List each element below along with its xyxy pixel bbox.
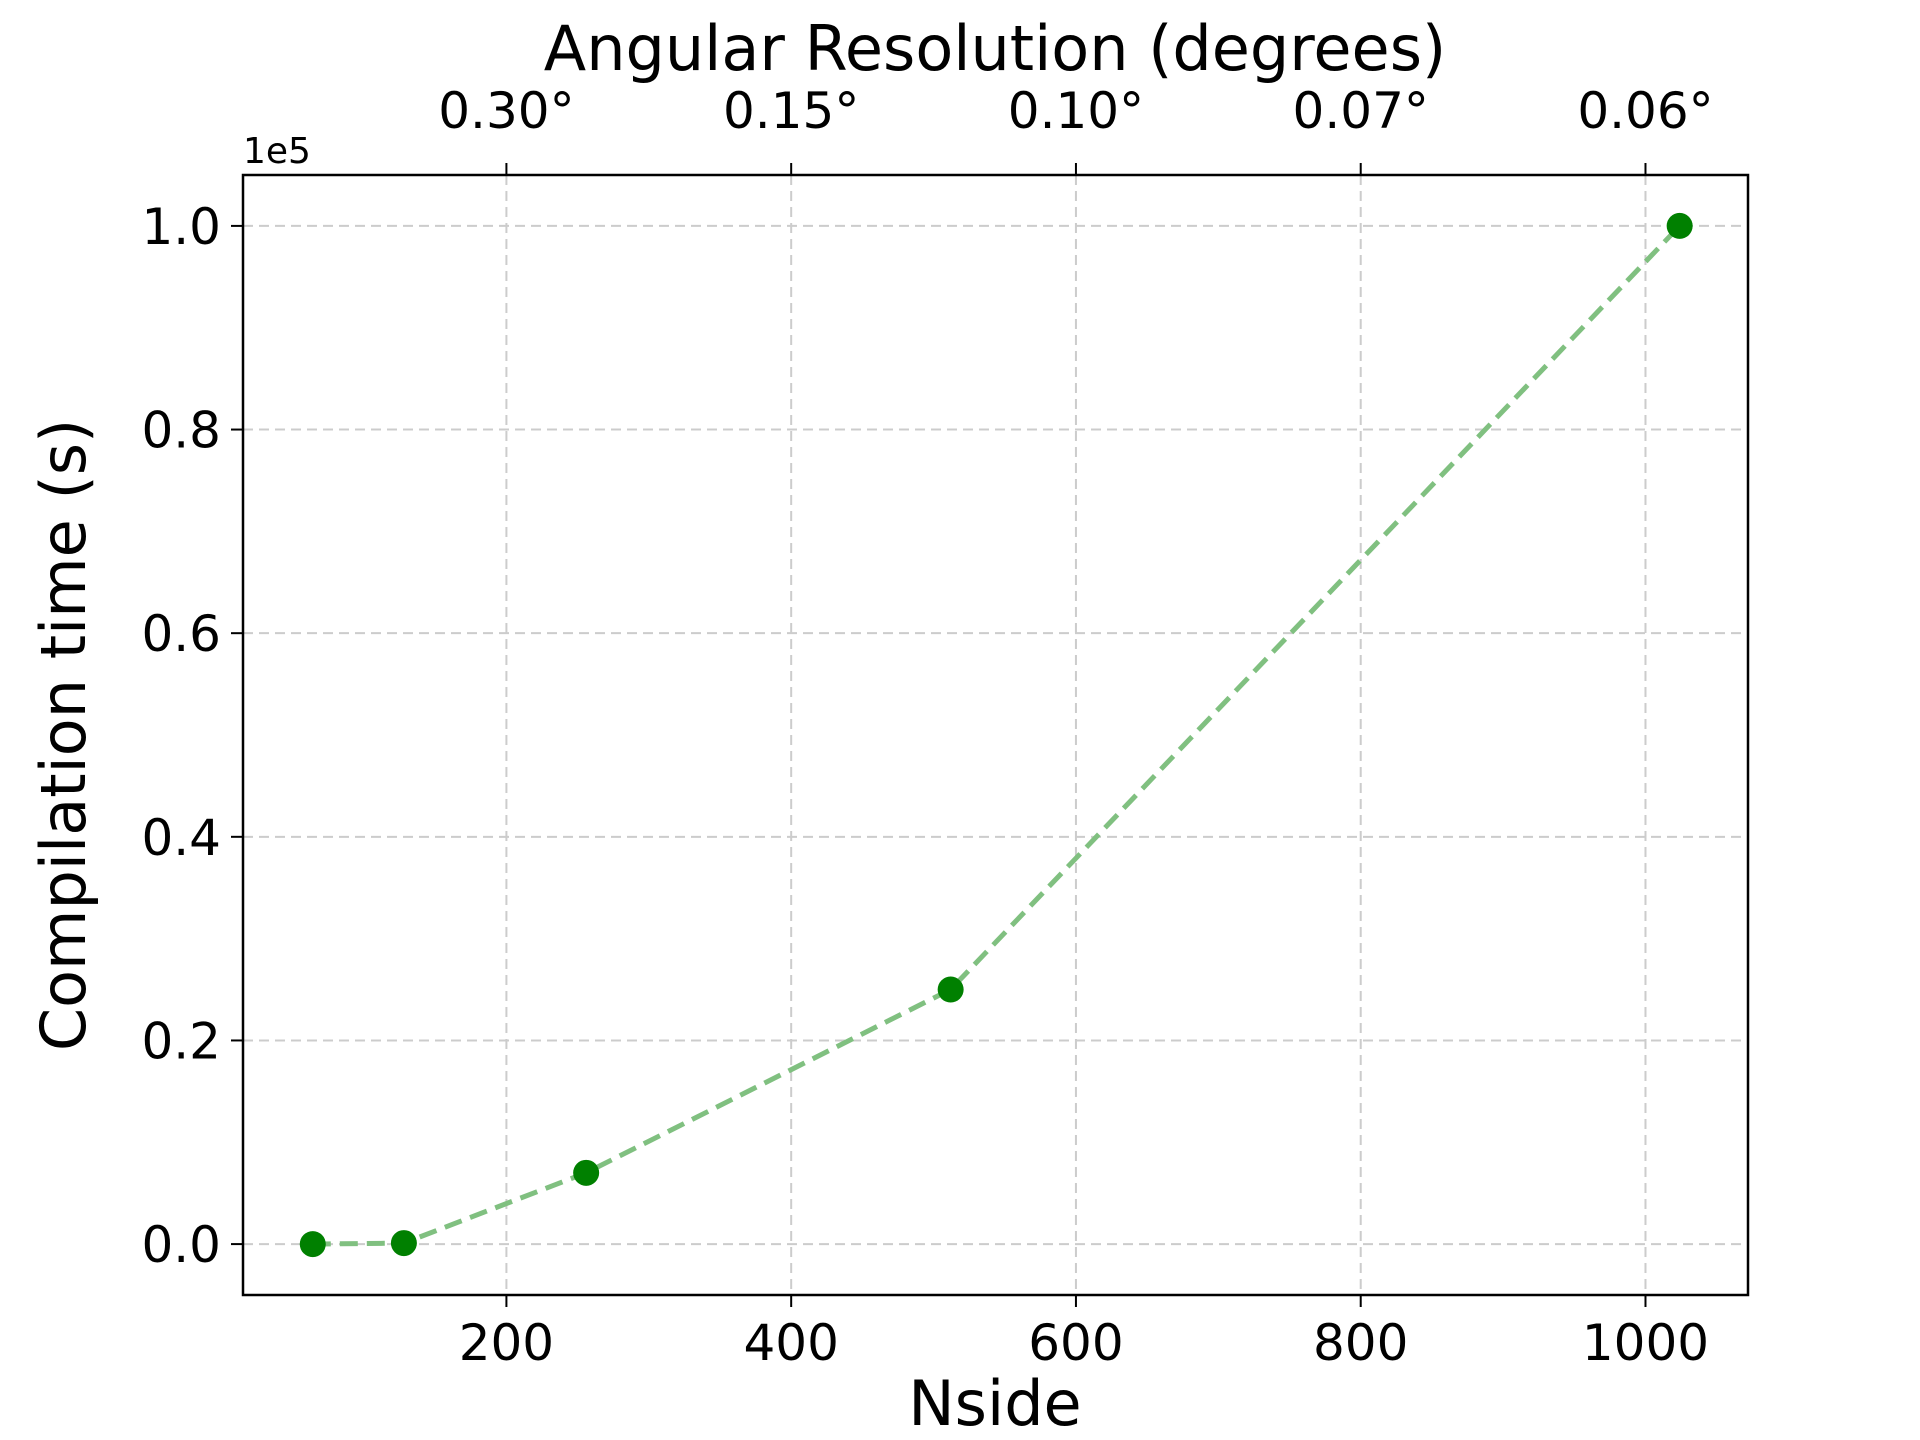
ticks: 200 400 600 800 1000 0.30° 0.15° 0.10° 0.07° 0.06… bbox=[141, 82, 1713, 1372]
data-point bbox=[573, 1159, 600, 1186]
top-tick-label: 0.07° bbox=[1293, 82, 1429, 140]
data-point bbox=[937, 976, 964, 1003]
x-tick-label: 600 bbox=[1028, 1314, 1123, 1372]
series-line bbox=[312, 224, 1682, 1247]
top-tick-label: 0.15° bbox=[723, 82, 859, 140]
y-tick-label: 0.8 bbox=[141, 402, 221, 460]
y-tick-label: 0.4 bbox=[141, 809, 221, 867]
y-tick-label: 1.0 bbox=[141, 198, 221, 256]
top-axis-title: Angular Resolution (degrees) bbox=[544, 12, 1446, 85]
x-tick-label: 200 bbox=[459, 1314, 554, 1372]
top-tick-label: 0.10° bbox=[1008, 82, 1144, 140]
x-tick-label: 1000 bbox=[1582, 1314, 1709, 1372]
top-tick-label: 0.30° bbox=[438, 82, 574, 140]
data-point bbox=[1666, 212, 1693, 239]
plot-frame bbox=[241, 173, 1750, 1297]
data-point bbox=[299, 1231, 326, 1258]
x-tick-label: 400 bbox=[743, 1314, 838, 1372]
series-layer bbox=[299, 212, 1693, 1258]
x-axis-title: Nside bbox=[908, 1367, 1081, 1440]
grid bbox=[243, 175, 1748, 1295]
y-offset-label: 1e5 bbox=[243, 131, 311, 172]
y-tick-label: 0.6 bbox=[141, 605, 221, 663]
y-tick-label: 0.0 bbox=[141, 1216, 221, 1274]
y-axis-title: Compilation time (s) bbox=[27, 419, 100, 1051]
top-tick-label: 0.06° bbox=[1577, 82, 1713, 140]
data-point bbox=[390, 1230, 417, 1257]
x-tick-label: 800 bbox=[1313, 1314, 1408, 1372]
y-tick-label: 0.2 bbox=[141, 1012, 221, 1070]
